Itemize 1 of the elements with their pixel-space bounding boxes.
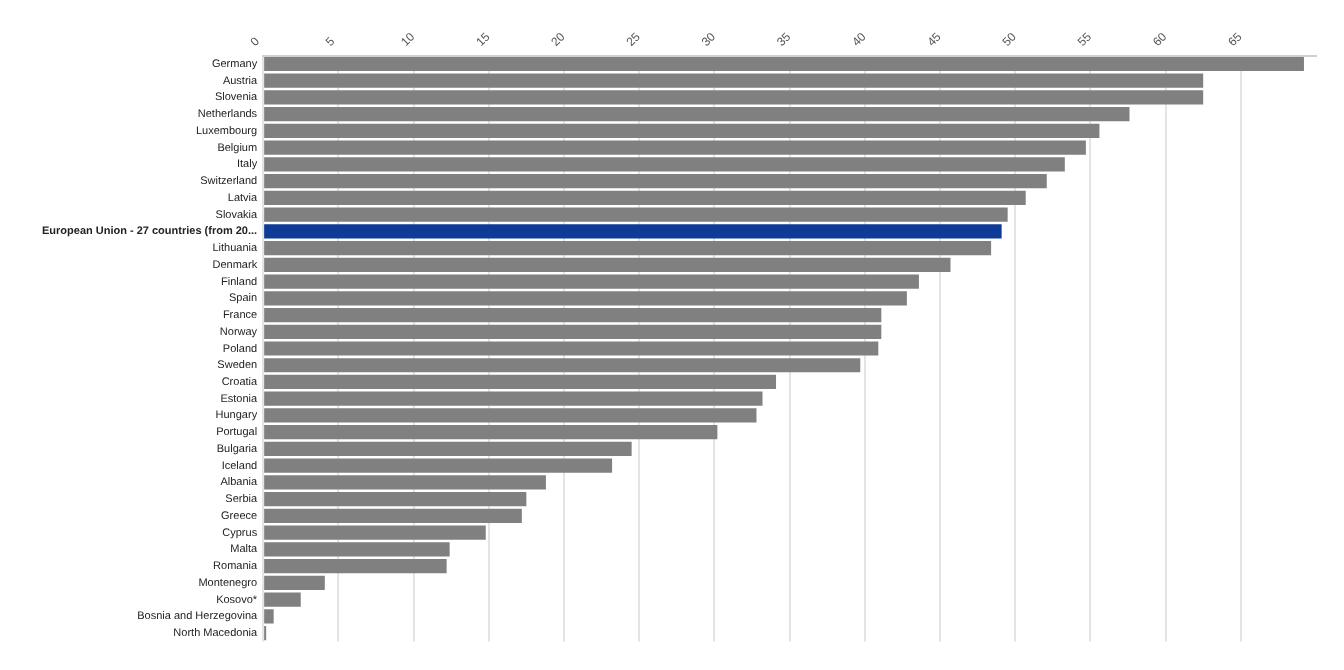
bar — [264, 224, 1002, 239]
